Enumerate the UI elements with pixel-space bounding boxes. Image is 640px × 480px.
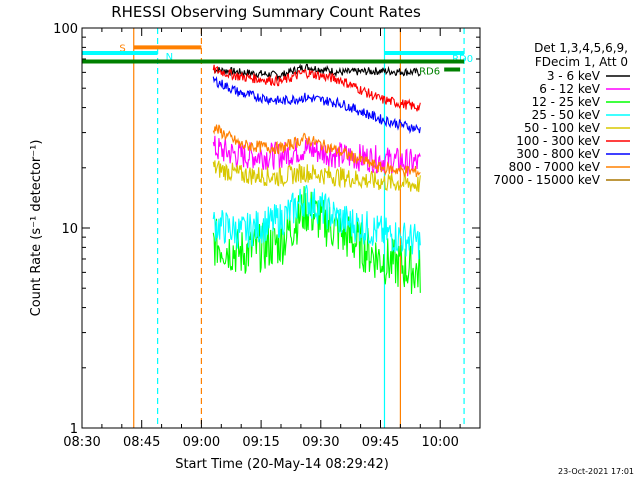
orbit-bar-label: RD6 (419, 66, 440, 77)
x-tick-label: 08:45 (123, 435, 160, 450)
x-tick-label: 08:30 (63, 435, 100, 450)
series-layer (212, 63, 421, 295)
chart-title: RHESSI Observing Summary Count Rates (111, 3, 421, 21)
x-tick-label: 09:45 (362, 435, 399, 450)
legend-label: 6 - 12 keV (539, 82, 601, 96)
x-tick-label: 09:00 (183, 435, 220, 450)
orbit-bar-label: RD0 (452, 54, 473, 65)
x-tick-label: 09:15 (242, 435, 279, 450)
series-line (213, 63, 421, 82)
legend-label: 100 - 300 keV (516, 134, 600, 148)
legend-header-line-2: FDecim 1, Att 0 (535, 55, 628, 69)
footer-date: 23-Oct-2021 17:01 (558, 467, 634, 476)
legend-label: 12 - 25 keV (532, 95, 601, 109)
orbit-bar-label: S (119, 43, 125, 54)
series-line (212, 64, 421, 112)
y-axis-label: Count Rate (s⁻¹ detector⁻¹) (29, 140, 44, 317)
legend-label: 800 - 7000 keV (509, 160, 601, 174)
y-tick-labels: 1 10 100 (53, 22, 78, 437)
x-tick-labels: 08:30 08:45 09:00 09:15 09:30 09:45 10:00 (63, 435, 459, 450)
x-tick-label: 10:00 (421, 435, 458, 450)
orbit-bars: S N RD0 RD6 (82, 43, 473, 77)
legend-label: 300 - 800 keV (516, 147, 600, 161)
series-line (212, 186, 421, 295)
legend-header-line-1: Det 1,3,4,5,6,9, (534, 41, 628, 55)
x-axis-label: Start Time (20-May-14 08:29:42) (175, 457, 389, 472)
y-tick-label: 1 (70, 422, 78, 437)
series-line (212, 75, 421, 135)
legend-label: 3 - 6 keV (547, 69, 601, 83)
series-line (212, 160, 421, 193)
axis-ticks (81, 27, 481, 429)
series-line (212, 124, 421, 178)
y-tick-label: 100 (53, 22, 78, 37)
orbit-bar-label: N (166, 52, 173, 63)
legend-label: 50 - 100 keV (524, 121, 601, 135)
x-tick-label: 09:30 (302, 435, 339, 450)
series-line (212, 184, 421, 260)
y-tick-label: 10 (61, 222, 78, 237)
legend-label: 7000 - 15000 keV (493, 173, 600, 187)
legend-label: 25 - 50 keV (532, 108, 601, 122)
